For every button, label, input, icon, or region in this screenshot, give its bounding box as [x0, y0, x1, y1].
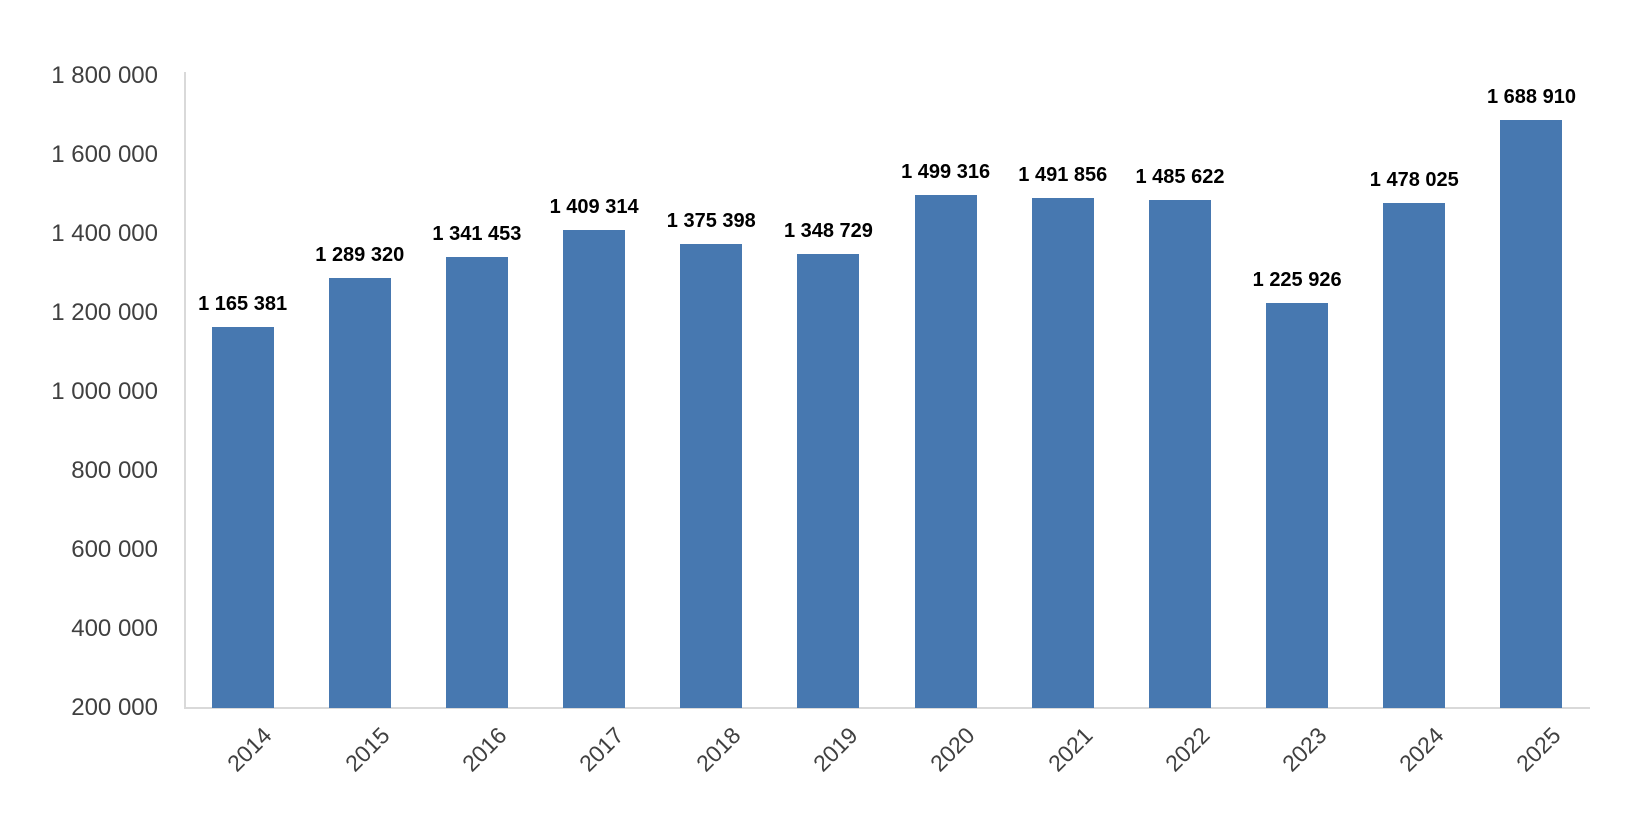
y-axis-tick-label: 1 400 000 — [51, 220, 158, 247]
bar-group: 1 341 453 2016 — [418, 76, 535, 776]
x-axis-tick-label-2016: 2016 — [456, 722, 512, 777]
bar-2025 — [1500, 119, 1563, 708]
x-axis-tick-label-2020: 2020 — [925, 722, 981, 777]
bar-group: 1 499 316 2020 — [887, 76, 1004, 777]
bar-group: 1 485 622 2022 — [1121, 76, 1238, 776]
x-axis-tick-label-2021: 2021 — [1042, 722, 1098, 777]
bar-2020 — [914, 194, 977, 708]
bar-2023 — [1266, 302, 1329, 708]
x-axis-tick-label-2015: 2015 — [339, 722, 395, 777]
value-label-2022: 1 485 622 — [1135, 166, 1225, 189]
bar-group: 1 348 729 2019 — [770, 76, 887, 776]
bar-2015 — [328, 277, 391, 708]
x-axis-tick-label-2022: 2022 — [1159, 722, 1215, 777]
value-label-2023: 1 225 926 — [1252, 268, 1342, 291]
value-label-2015: 1 289 320 — [315, 243, 405, 266]
bar-2016 — [445, 257, 508, 708]
value-label-2025: 1 688 910 — [1486, 85, 1576, 108]
y-axis-tick-label: 400 000 — [71, 615, 158, 642]
bar-group: 1 225 926 2023 — [1239, 76, 1356, 777]
bar-2014 — [211, 326, 274, 708]
bar-group: 1 688 910 2025 — [1473, 76, 1590, 777]
bar-2024 — [1383, 203, 1446, 708]
bar-group: 1 375 398 2018 — [653, 76, 770, 777]
x-axis-line — [184, 707, 1590, 709]
plot-area: 1 165 381 2014 1 289 320 2015 1 341 453 2016 1… — [184, 76, 1590, 777]
y-axis-line — [184, 72, 186, 709]
y-axis-tick-label: 1 200 000 — [51, 299, 158, 326]
y-axis-tick-label: 600 000 — [71, 536, 158, 563]
y-axis-tick-label: 1 000 000 — [51, 378, 158, 405]
y-axis-tick-label: 1 800 000 — [51, 62, 158, 89]
y-axis-tick-label: 200 000 — [71, 694, 158, 721]
value-label-2021: 1 491 856 — [1018, 163, 1108, 186]
bar-group: 1 289 320 2015 — [301, 76, 418, 777]
bar-2018 — [680, 243, 743, 708]
value-label-2017: 1 409 314 — [549, 196, 639, 219]
y-axis-tick-label: 800 000 — [71, 457, 158, 484]
x-axis-tick-label-2017: 2017 — [573, 722, 629, 777]
value-label-2020: 1 499 316 — [901, 160, 991, 183]
x-axis-tick-label-2025: 2025 — [1511, 722, 1566, 777]
x-axis-tick-label-2014: 2014 — [222, 722, 277, 777]
x-axis-tick-label-2024: 2024 — [1394, 722, 1449, 777]
bar-2021 — [1031, 197, 1094, 708]
value-label-2016: 1 341 453 — [432, 223, 522, 246]
x-axis-tick-label-2018: 2018 — [691, 722, 746, 777]
bar-group: 1 165 381 2014 — [184, 76, 301, 777]
value-label-2024: 1 478 025 — [1369, 169, 1459, 192]
bar-2022 — [1148, 200, 1211, 708]
bar-group: 1 409 314 2017 — [536, 76, 653, 776]
bar-2017 — [563, 230, 626, 708]
x-axis-tick-label-2019: 2019 — [808, 722, 863, 777]
y-axis-tick-label: 1 600 000 — [51, 141, 158, 168]
value-label-2018: 1 375 398 — [666, 209, 756, 232]
x-axis-tick-label-2023: 2023 — [1276, 722, 1332, 777]
bar-series: 1 165 381 2014 1 289 320 2015 1 341 453 2016 1… — [184, 76, 1590, 777]
bar-group: 1 478 025 2024 — [1356, 76, 1473, 776]
bar-group: 1 491 856 2021 — [1004, 76, 1121, 777]
value-label-2019: 1 348 729 — [783, 220, 873, 243]
bar-2019 — [797, 254, 860, 708]
value-label-2014: 1 165 381 — [198, 292, 288, 315]
